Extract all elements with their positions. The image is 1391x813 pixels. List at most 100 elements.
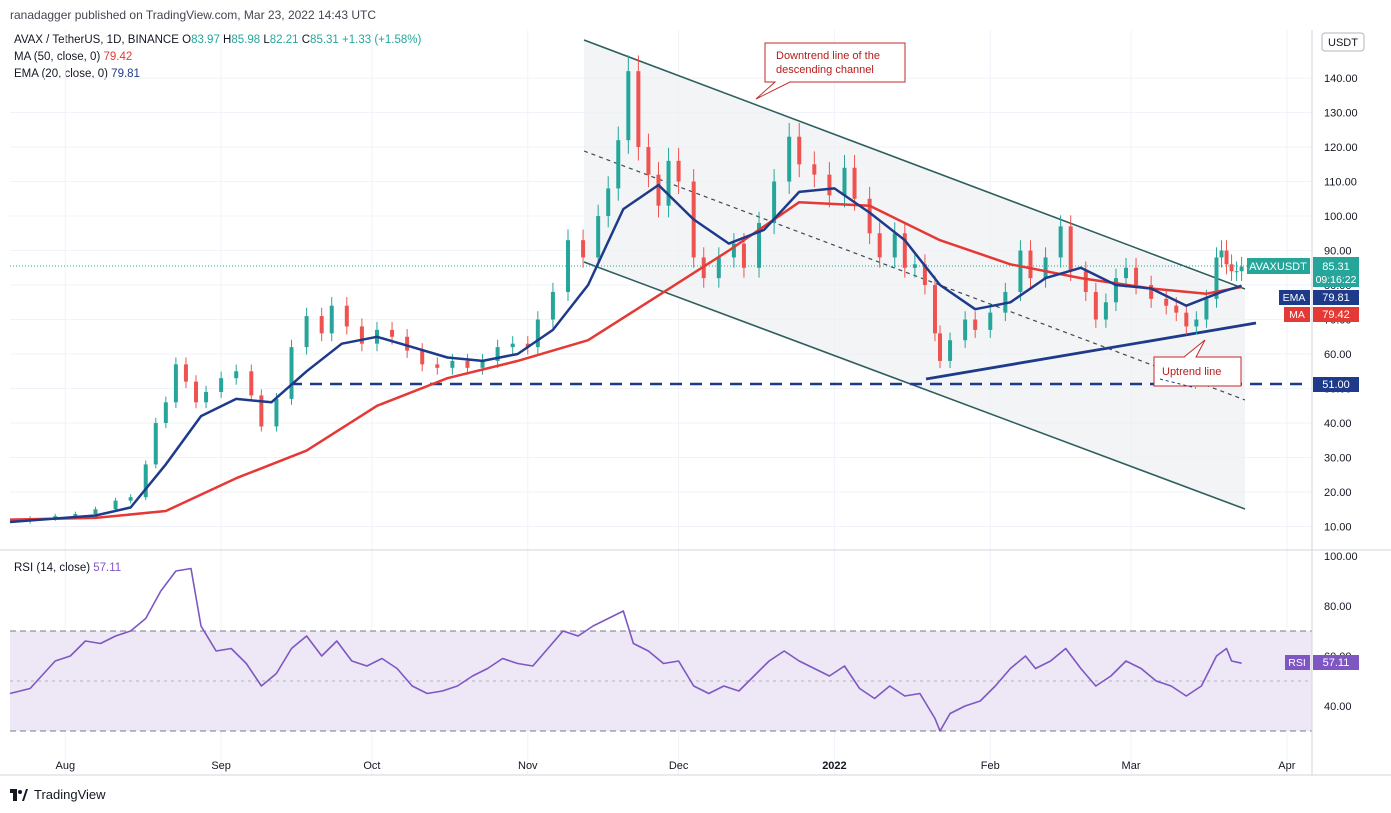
candle-body (249, 371, 254, 396)
candle-body (390, 329, 395, 337)
candle-body (626, 71, 631, 141)
downtrend-callout-line-2: descending channel (776, 64, 874, 76)
candle-body (420, 350, 425, 365)
support-tag-value: 51.00 (1322, 379, 1350, 391)
brand[interactable]: TradingView (10, 787, 106, 802)
candle-body (676, 160, 681, 182)
candle-body (1134, 267, 1139, 286)
candle-body (616, 140, 621, 189)
candlestick-series[interactable] (28, 55, 1244, 524)
candle-body (827, 174, 832, 196)
time-tick-label: Oct (363, 760, 380, 772)
low-value: 82.21 (269, 34, 299, 46)
candle-body (153, 423, 158, 465)
ema-20-line[interactable] (9, 183, 1242, 524)
price-tick-label: 100.00 (1324, 211, 1358, 223)
publisher-line: ranadagger published on TradingView.com,… (10, 8, 377, 22)
candle-body (938, 333, 942, 361)
candle-body (1113, 278, 1118, 303)
currency-button[interactable]: USDT (1321, 32, 1365, 52)
rsi-label: RSI (14, close) (14, 562, 91, 574)
rsi-tick-label: 100.00 (1324, 551, 1358, 563)
ema-value: 79.81 (111, 68, 140, 80)
candle-body (344, 305, 349, 327)
tradingview-logo-icon (10, 788, 28, 801)
ema-legend[interactable]: EMA (20, close, 0) 79.81 (14, 68, 140, 80)
candle-body (1229, 264, 1234, 272)
candle-body (1194, 319, 1199, 327)
rsi-tick-label: 40.00 (1324, 701, 1352, 713)
ma-legend[interactable]: MA (50, close, 0) 79.42 (14, 51, 132, 63)
time-tick-label: Aug (56, 760, 76, 772)
price-tick-label: 10.00 (1324, 522, 1352, 534)
support-price-tag: 51.00 (1313, 377, 1359, 392)
candle-body (902, 233, 907, 268)
candle-body (596, 216, 601, 258)
candle-body (636, 71, 641, 148)
open-label: O (182, 34, 192, 46)
channel-lower-line[interactable] (583, 261, 1246, 510)
candle-body (932, 285, 937, 334)
candle-body (842, 167, 847, 196)
candle-body (510, 343, 515, 348)
candle-body (1083, 271, 1088, 292)
rsi-legend[interactable]: RSI (14, close) 57.11 (14, 562, 121, 574)
candle-body (405, 336, 410, 351)
time-tick-label: Nov (518, 760, 538, 772)
time-tick-label: Mar (1122, 760, 1141, 772)
candle-body (922, 264, 927, 286)
open-value: 83.97 (191, 34, 220, 46)
candle-body (1164, 298, 1169, 306)
ma-price-tag: MA 79.42 (1284, 307, 1359, 322)
last-price-value: 85.31 (1322, 261, 1350, 273)
candle-body (912, 264, 917, 268)
uptrend-callout[interactable]: Uptrend line (1153, 339, 1242, 389)
candle-body (812, 164, 817, 175)
rsi-line[interactable] (9, 567, 1242, 732)
ema-price-tag: EMA 79.81 (1279, 290, 1359, 305)
candle-body (259, 395, 264, 427)
rsi-tick-label: 80.00 (1324, 601, 1352, 613)
candle-body (1043, 257, 1048, 279)
time-tick-label: 2022 (822, 760, 846, 772)
candle-body (1204, 298, 1209, 320)
candle-body (113, 500, 118, 510)
candle-body (525, 343, 530, 348)
candle-body (204, 391, 209, 403)
price-tick-label: 30.00 (1324, 453, 1352, 465)
ema-tag-label: EMA (1283, 292, 1306, 304)
ma-50-line[interactable] (9, 200, 1242, 521)
time-tick-label: Feb (981, 760, 1000, 772)
price-tick-label: 40.00 (1324, 418, 1352, 430)
candle-body (535, 319, 540, 348)
rsi-tag-value: 57.11 (1323, 657, 1350, 669)
brand-name: TradingView (34, 787, 106, 802)
uptrend-line[interactable] (925, 321, 1257, 381)
symbol-legend: AVAX / TetherUS, 1D, BINANCE O83.97 H85.… (14, 34, 421, 46)
candle-body (757, 222, 762, 268)
candle-body (495, 347, 500, 361)
candle-body (1219, 250, 1224, 258)
candle-body (716, 257, 721, 279)
channel-upper-line[interactable] (583, 39, 1246, 290)
candle-body (194, 381, 198, 403)
downtrend-callout[interactable]: Downtrend line of the descending channel (755, 42, 906, 100)
candle-body (867, 198, 872, 234)
candle-body (666, 160, 671, 206)
price-tick-label: 20.00 (1324, 487, 1352, 499)
candle-body (1028, 250, 1033, 279)
candle-body (566, 240, 570, 292)
time-axis[interactable]: Aug Sep Oct Nov Dec 2022 Feb Mar Apr (56, 760, 1296, 772)
ema-label: EMA (20, close, 0) (14, 68, 108, 80)
change-value: +1.33 (+1.58%) (342, 34, 422, 46)
candle-body (877, 233, 882, 258)
price-tick-label: 60.00 (1324, 349, 1352, 361)
candle-body (1224, 250, 1229, 265)
rsi-price-tag: RSI 57.11 (1285, 655, 1359, 670)
downtrend-callout-line-1: Downtrend line of the (776, 50, 880, 62)
candle-body (465, 360, 470, 368)
time-tick-label: Dec (669, 760, 689, 772)
symbol-name[interactable]: AVAX / TetherUS, 1D, BINANCE (14, 34, 179, 46)
